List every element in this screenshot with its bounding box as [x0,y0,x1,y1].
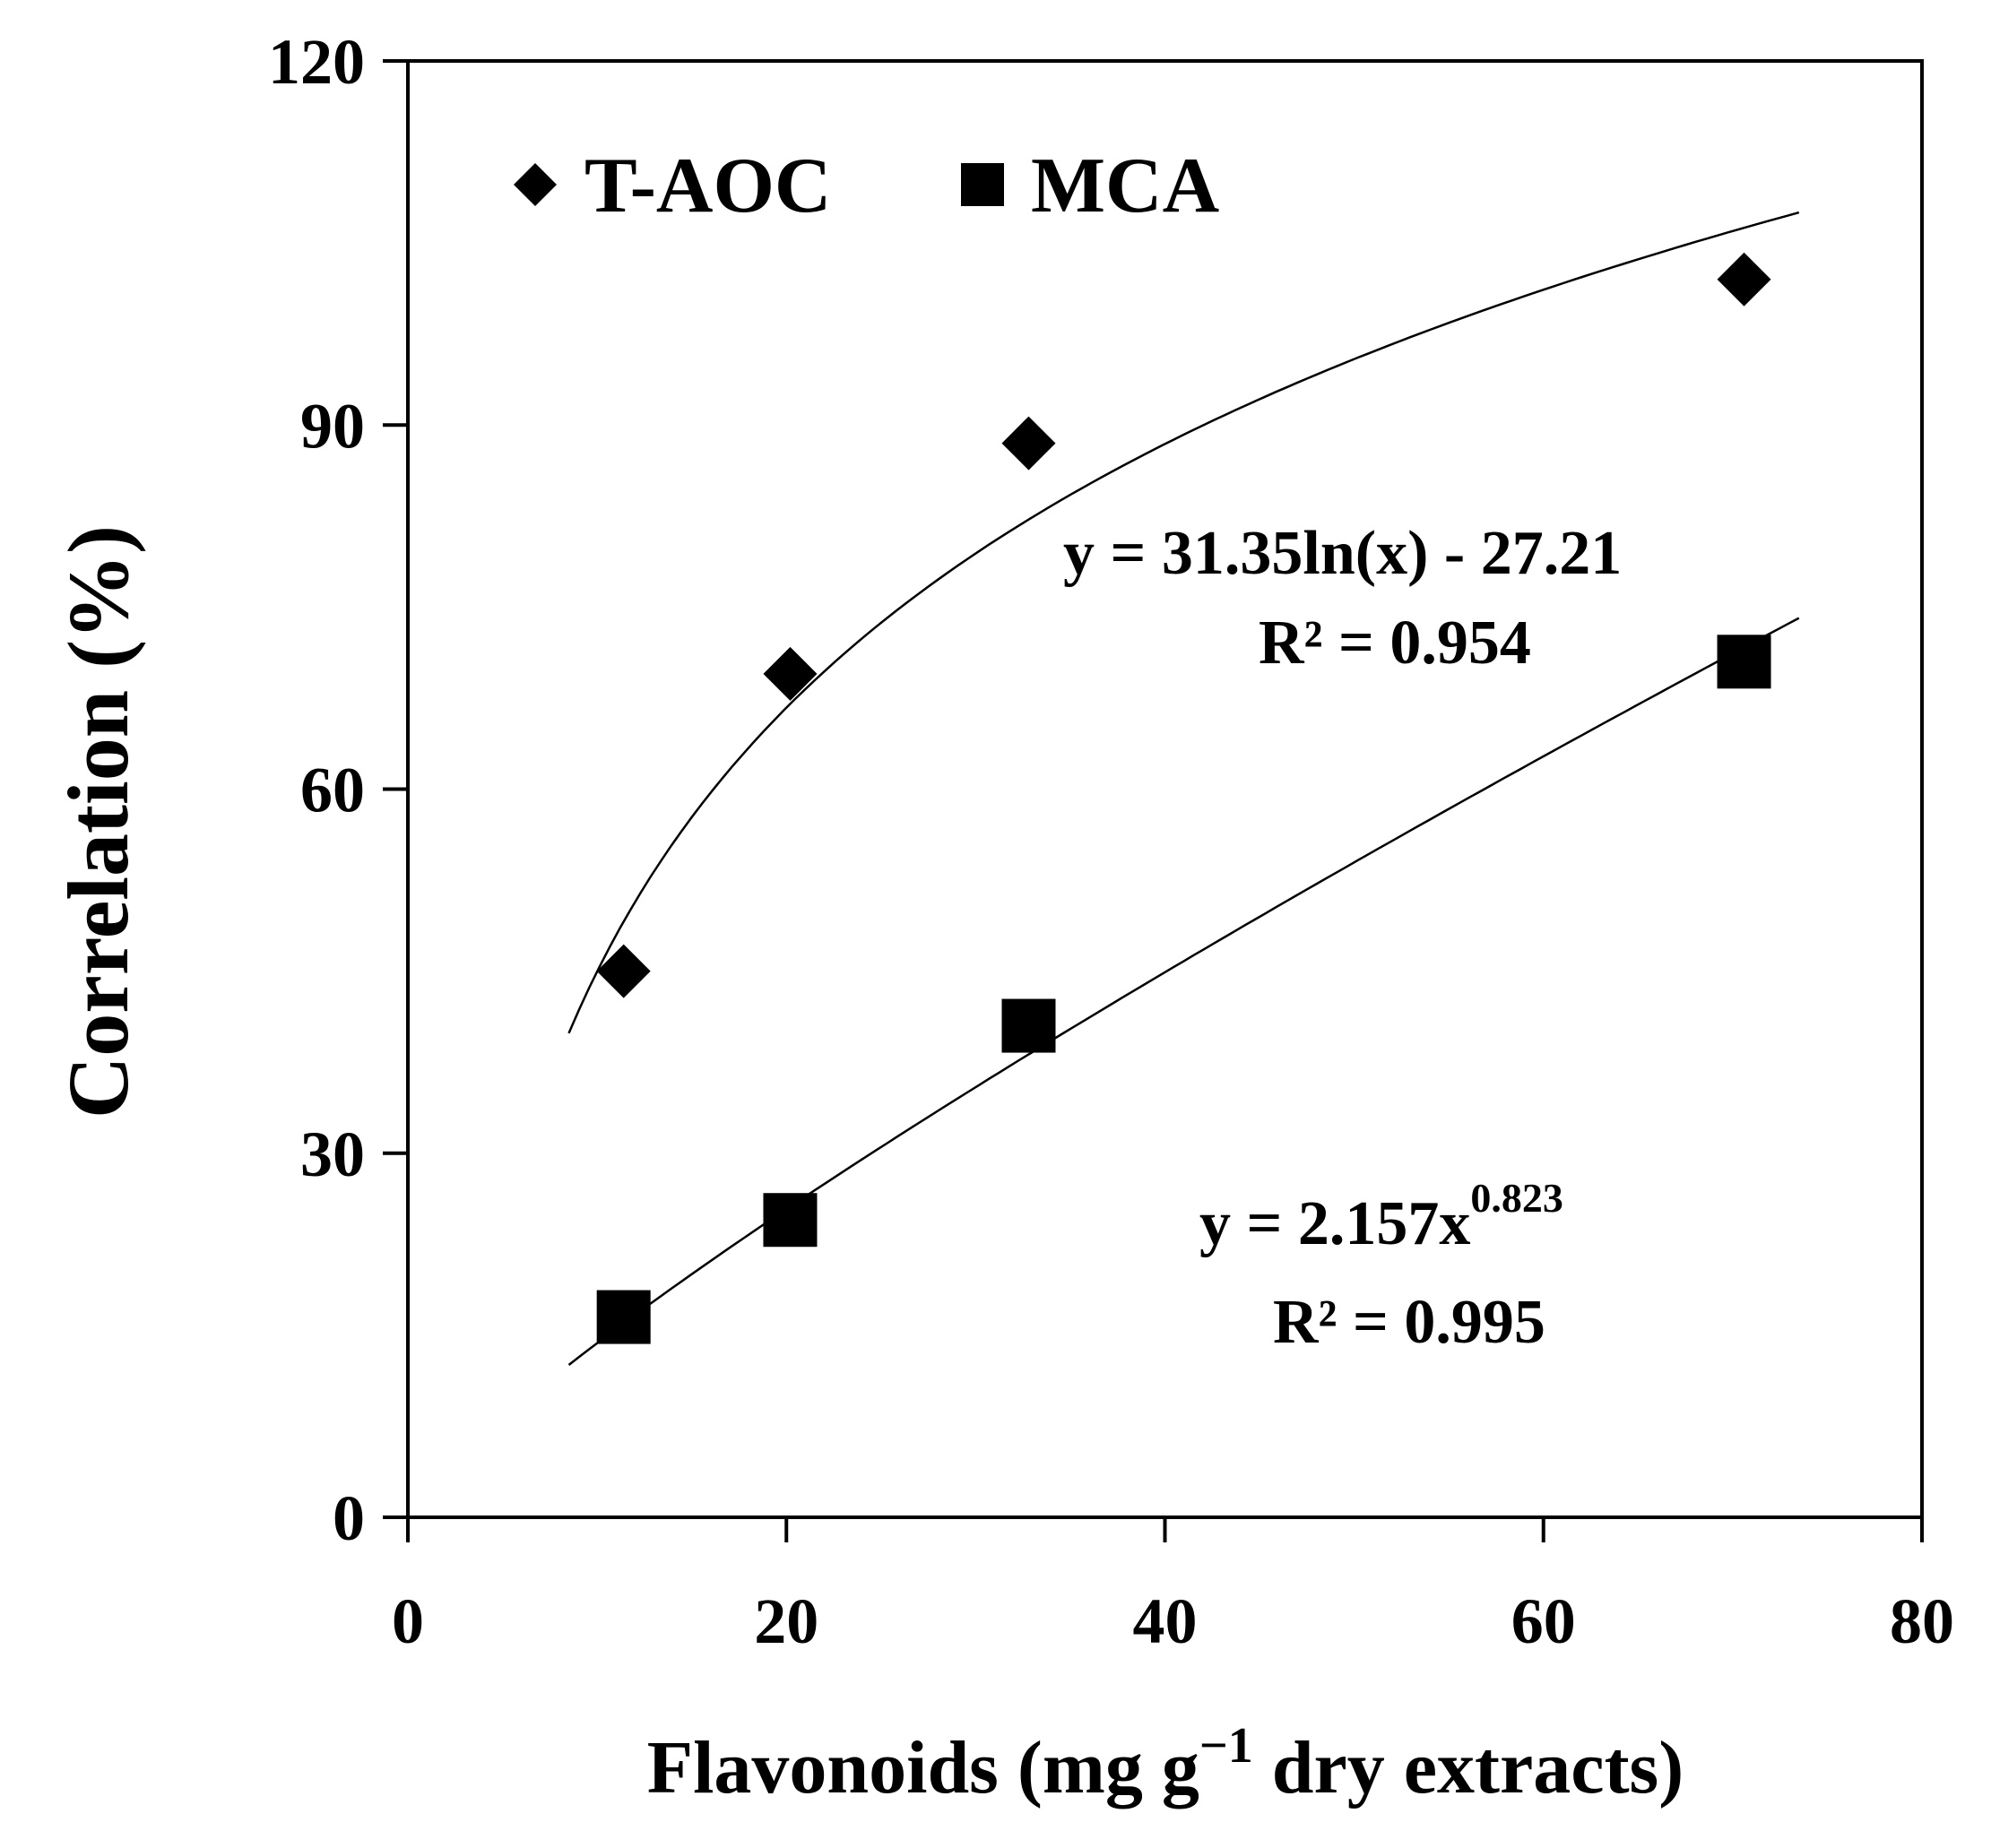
y-tick-label: 120 [268,26,365,98]
y-tick-label: 60 [300,755,365,826]
t-aoc-point [1001,416,1056,471]
legend-square-icon [961,163,1004,206]
mca-trendline [567,617,1800,1366]
x-tick-label: 0 [392,1585,424,1657]
x-tick-label: 80 [1890,1585,1954,1657]
mca-point [596,1290,651,1344]
y-axis-label: Correlation (%) [50,525,146,1118]
axis-ticks: 0 30 60 90 120 0 20 40 60 80 [268,26,1954,1657]
mca-point [1717,635,1771,689]
mca-r2: R² = 0.995 [1273,1288,1545,1357]
legend: T-AOC MCA [514,142,1219,229]
legend-diamond-icon [514,163,557,206]
x-tick-label: 60 [1511,1585,1576,1657]
legend-label-taoc: T-AOC [584,142,831,229]
taoc-r2: R² = 0.954 [1259,609,1531,678]
t-aoc-trendline [567,211,1800,1034]
x-tick-label: 20 [754,1585,818,1657]
mca-point [1001,998,1056,1053]
trendlines [567,211,1800,1366]
taoc-equation: y = 31.35ln(x) - 27.21 [1063,519,1622,588]
x-axis-label: Flavonoids (mg g−1 dry extracts) [647,1718,1684,1809]
mca-point [763,1193,818,1248]
t-aoc-point [763,646,818,701]
legend-label-mca: MCA [1031,142,1219,229]
mca-equation: y = 2.157x0.823 [1199,1175,1563,1258]
x-tick-label: 40 [1133,1585,1198,1657]
mca-equation-exponent: 0.823 [1470,1175,1563,1221]
y-tick-label: 30 [300,1118,365,1190]
y-tick-label: 0 [333,1482,365,1554]
t-aoc-point [1717,252,1771,307]
y-tick-label: 90 [300,390,365,462]
trendline-annotations: y = 31.35ln(x) - 27.21 R² = 0.954 y = 2.… [1063,519,1622,1357]
t-aoc-point [596,944,651,998]
data-points [596,252,1771,1344]
x-axis-label-superscript: −1 [1199,1718,1253,1774]
